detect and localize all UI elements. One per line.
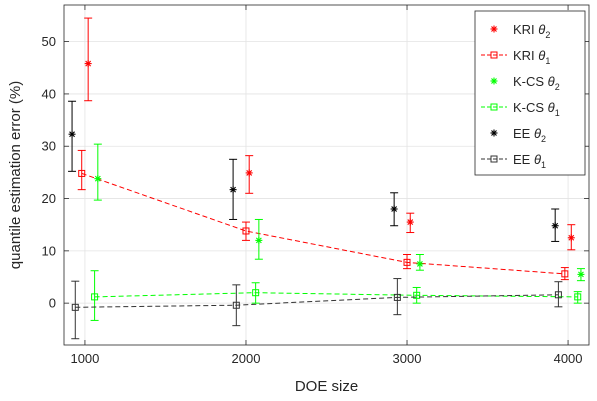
legend-item: KRI θ1 [481,48,550,66]
data-point [390,205,398,213]
series-k-cs-1 [90,270,582,321]
data-point [84,60,92,68]
x-tick-label: 1000 [70,351,99,366]
series-k-cs-2 [93,143,585,282]
x-tick-label: 3000 [393,351,422,366]
legend-label: K-CS θ1 [513,100,560,118]
series-ee-1 [71,278,563,340]
x-axis-label: DOE size [295,378,358,395]
y-axis-label: quantile estimation error (%) [7,81,24,269]
y-tick-label: 40 [42,86,56,101]
series-ee-2 [68,100,560,242]
legend-label: KRI θ1 [513,48,550,66]
data-point [252,289,260,297]
series-line [94,292,578,298]
data-point [403,258,411,266]
star-stroke [94,175,101,182]
data-point [245,169,253,177]
star-stroke [69,131,75,138]
data-point [551,222,559,230]
star-stroke [568,234,575,241]
legend-marker [490,155,498,163]
data-point [393,293,401,301]
star-stroke [230,186,237,193]
x-tick-label: 4000 [554,351,583,366]
x-tick-label: 2000 [232,351,261,366]
data-point [232,301,240,309]
data-point [68,130,76,138]
series-layer [68,17,585,340]
series-kri-1 [77,149,569,281]
y-tick-label: 50 [42,34,56,49]
legend-label: EE θ1 [513,152,546,170]
series-line [81,172,565,275]
series-kri-2 [84,17,576,251]
y-tick-label: 0 [49,296,56,311]
star-stroke [255,237,262,244]
legend-marker [490,129,498,137]
series-line [75,294,559,308]
y-tick-label: 10 [42,243,56,258]
star-stroke [491,78,497,84]
star-stroke [246,169,253,176]
legend-item: K-CS θ1 [481,100,560,118]
legend-item: K-CS θ2 [490,74,560,92]
data-point [413,291,421,299]
data-point [577,270,585,278]
legend-marker [490,77,498,85]
data-point [554,291,562,299]
data-point [567,234,575,242]
data-point [406,218,414,226]
legend-box [474,10,586,176]
data-point [574,293,582,301]
legend-marker [490,51,498,59]
data-point [229,186,237,194]
data-point [416,260,424,268]
data-point [78,169,86,177]
legend-label: KRI θ2 [513,22,550,40]
data-point [94,175,102,183]
legend-label: EE θ2 [513,126,546,144]
star-stroke [552,222,559,229]
legend-marker [490,25,498,33]
legend-marker [490,103,498,111]
data-point [255,236,263,244]
legend-item: EE θ2 [490,126,546,144]
star-stroke [391,206,398,212]
data-point [242,227,250,235]
y-tick-label: 30 [42,139,56,154]
data-point [91,293,99,301]
data-point [561,270,569,278]
star-stroke [416,261,423,267]
star-stroke [578,271,584,278]
legend-label: K-CS θ2 [513,74,560,92]
y-tick-label: 20 [42,191,56,206]
legend: KRI θ2 KRI θ1 K-CS θ2 K-CS θ1 EE θ2 EE θ1 [474,10,586,176]
axis-ticks: 1000 2000 3000 4000 0 10 20 30 40 50 [42,5,589,366]
data-point [71,303,79,311]
legend-item: EE θ1 [481,152,546,170]
star-stroke [491,26,497,32]
legend-item: KRI θ2 [490,22,550,40]
plot-frame [63,4,590,346]
star-stroke [491,130,497,136]
star-stroke [407,219,414,225]
star-stroke [85,60,92,67]
